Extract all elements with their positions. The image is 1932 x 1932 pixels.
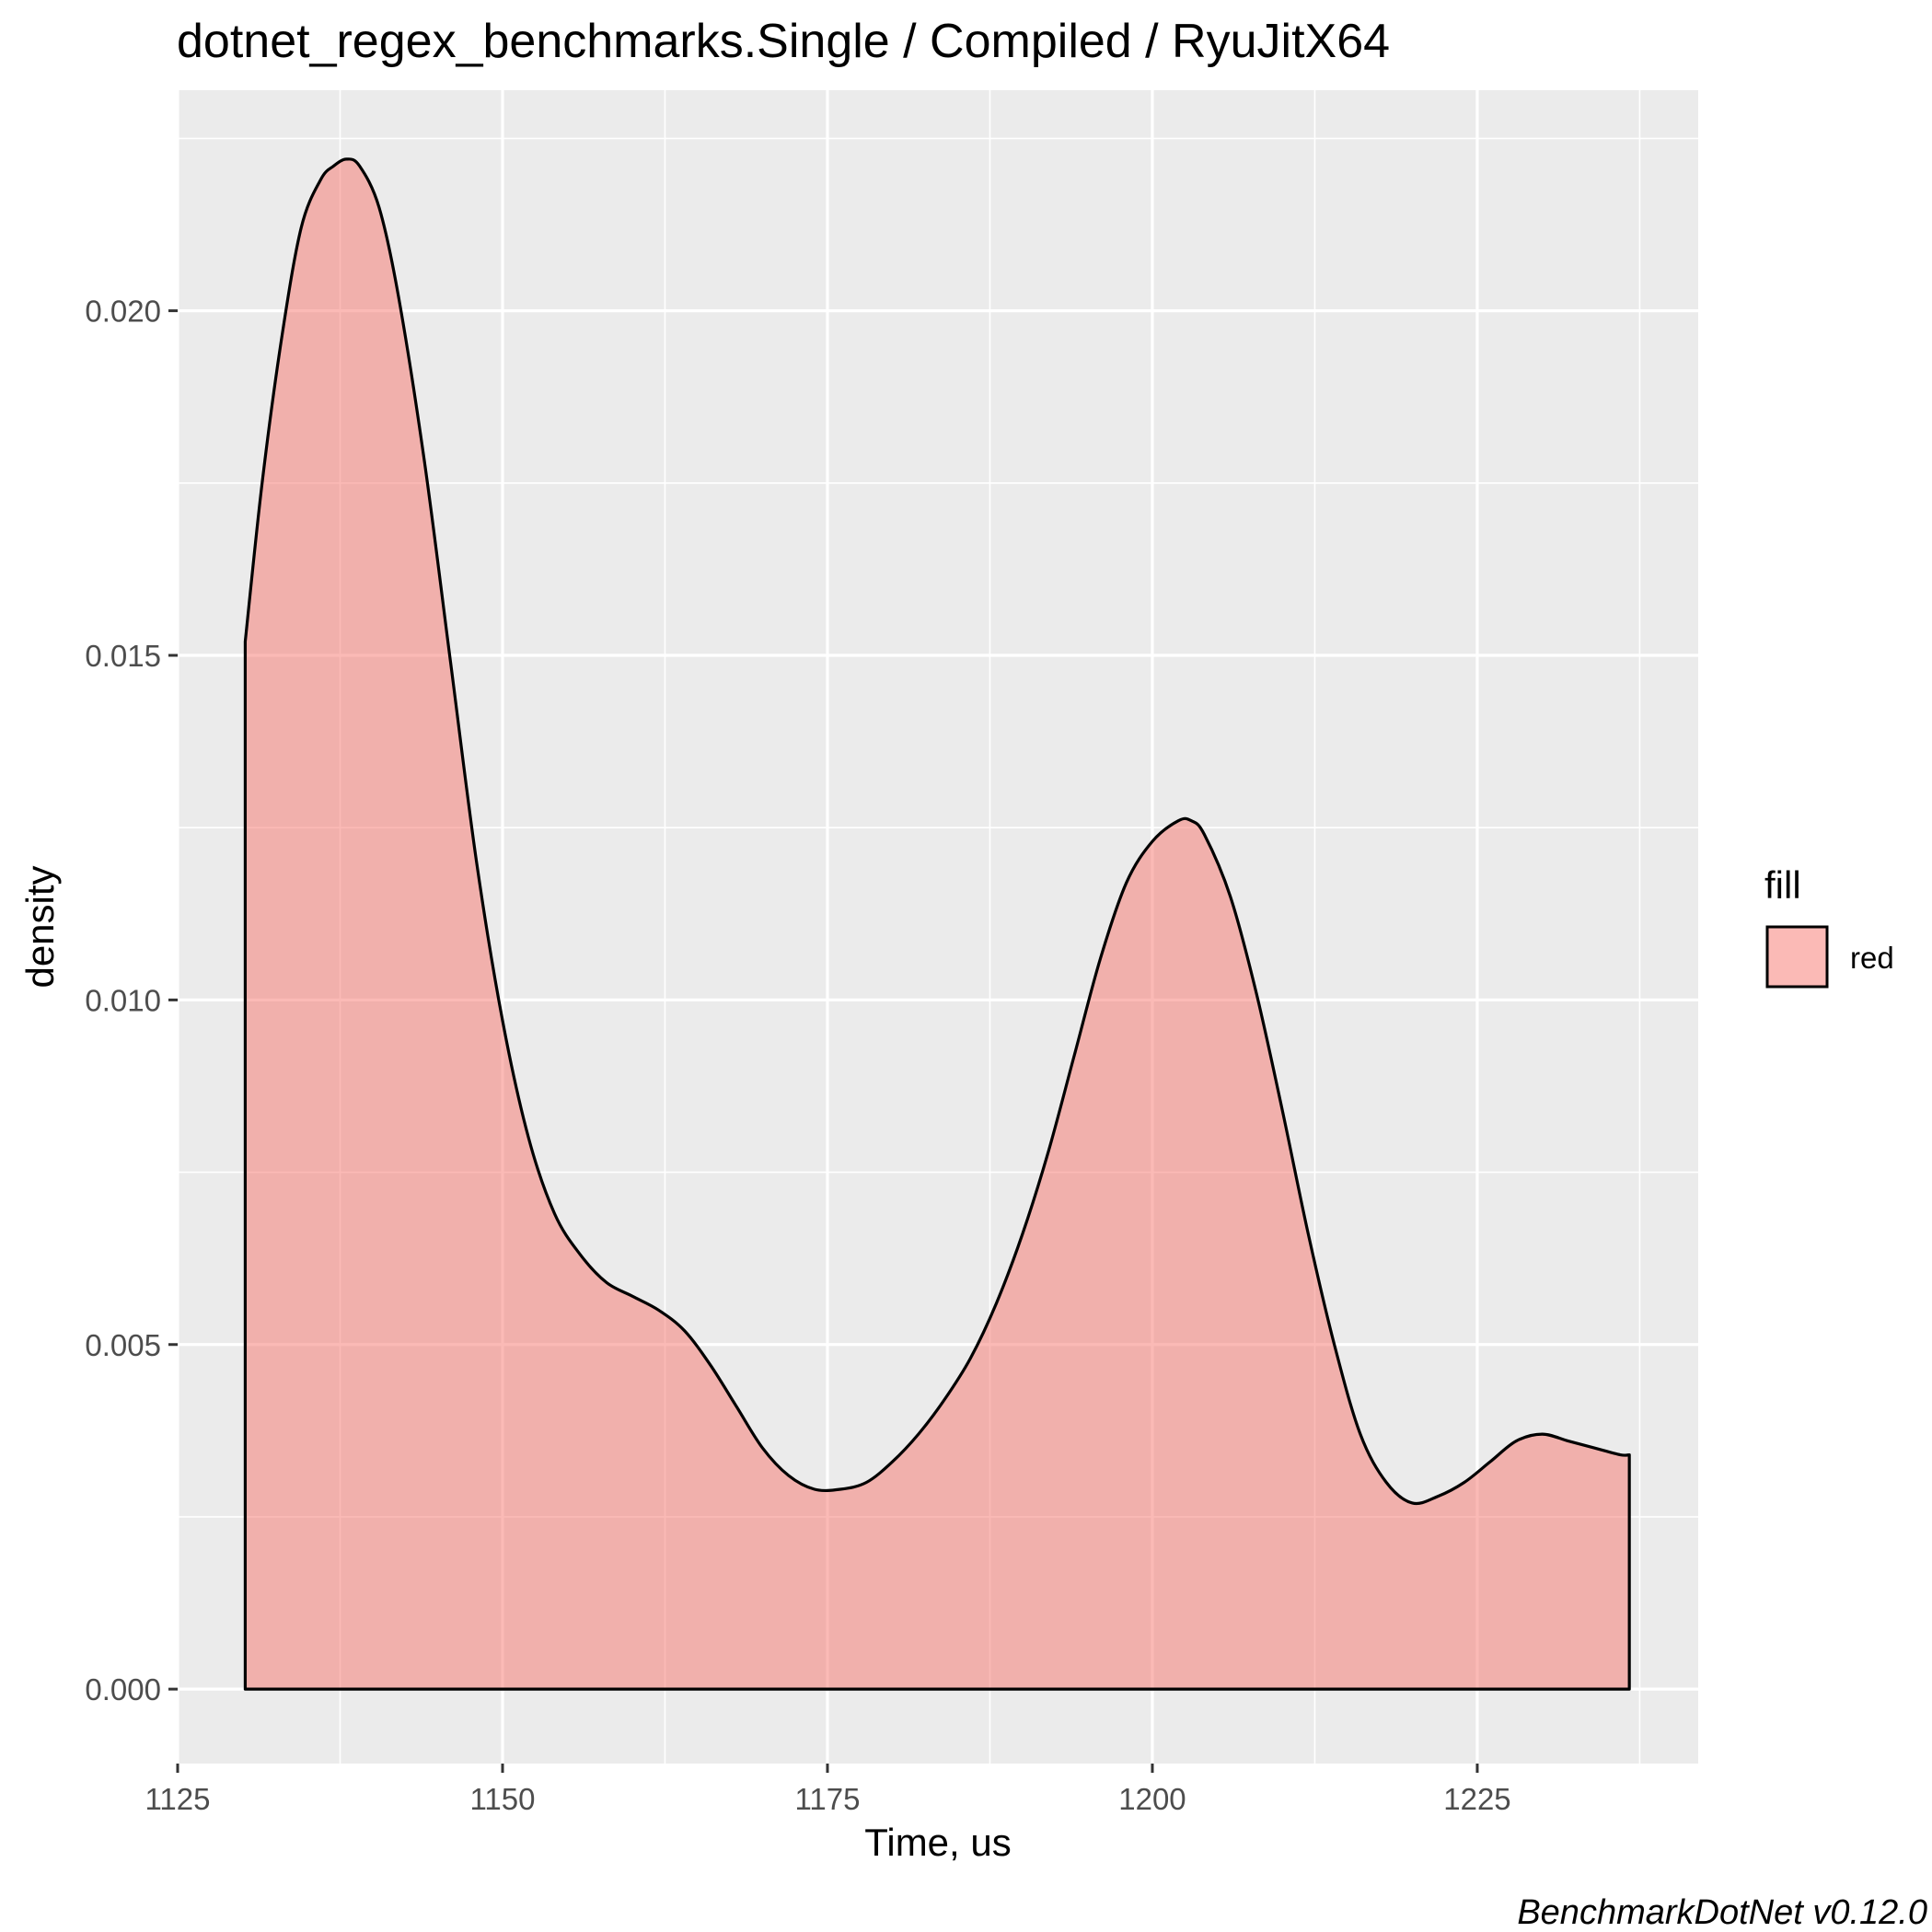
y-tick-label: 0.020 <box>85 295 161 329</box>
y-tick-label: 0.000 <box>85 1672 161 1706</box>
x-tick-label: 1175 <box>794 1782 860 1816</box>
x-axis: 1125 1150 1175 1200 1225 <box>145 1764 1511 1816</box>
density-area <box>243 157 1631 1691</box>
y-axis: 0.000 0.005 0.010 0.015 0.020 <box>85 295 178 1706</box>
caption: BenchmarkDotNet v0.12.0 <box>1517 1893 1927 1932</box>
legend: fill red <box>1764 863 1894 989</box>
y-tick-label: 0.015 <box>85 639 161 673</box>
y-tick-label: 0.005 <box>85 1328 161 1362</box>
x-tick-label: 1150 <box>470 1782 536 1816</box>
x-tick-label: 1125 <box>145 1782 211 1816</box>
legend-key-red <box>1765 925 1829 989</box>
x-axis-title: Time, us <box>864 1821 1011 1864</box>
y-axis-title: density <box>18 865 62 988</box>
legend-label-red: red <box>1850 941 1894 975</box>
y-tick-label: 0.010 <box>85 983 161 1017</box>
x-tick-label: 1225 <box>1443 1782 1510 1816</box>
chart-title: dotnet_regex_benchmarks.Single / Compile… <box>177 15 1390 68</box>
x-tick-label: 1200 <box>1118 1782 1186 1816</box>
legend-title: fill <box>1764 863 1801 907</box>
